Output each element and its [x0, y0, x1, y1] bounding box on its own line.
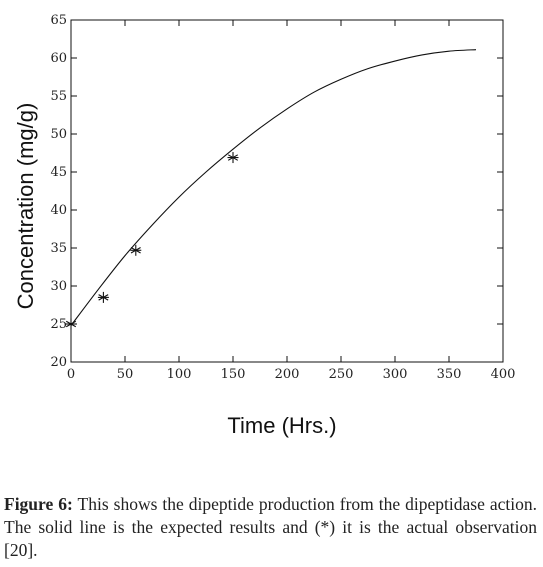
x-tick-label: 300: [383, 367, 408, 382]
observation-point: [65, 318, 77, 330]
y-tick-label: 60: [50, 51, 67, 66]
caption-text: This shows the dipeptide production from…: [4, 494, 537, 560]
y-tick-label: 65: [50, 13, 67, 28]
x-axis-ticks: 0 50 100 150 200 250 300 350 400: [67, 20, 516, 382]
x-tick-label: 200: [275, 367, 300, 382]
y-axis-ticks: 20 25 30 35 40 45 50 55 60 65: [50, 13, 503, 370]
observation-point: [227, 152, 239, 164]
x-axis-title: Time (Hrs.): [227, 413, 336, 438]
y-tick-label: 35: [50, 241, 67, 256]
observation-markers: [65, 152, 239, 330]
x-tick-label: 50: [117, 367, 134, 382]
y-tick-label: 45: [50, 165, 67, 180]
x-tick-label: 150: [221, 367, 246, 382]
model-curve: [70, 49, 477, 326]
y-tick-label: 55: [50, 89, 67, 104]
y-tick-label: 30: [50, 279, 67, 294]
observation-point: [97, 291, 109, 303]
x-tick-label: 350: [437, 367, 462, 382]
y-tick-label: 40: [50, 203, 67, 218]
y-tick-label: 50: [50, 127, 67, 142]
figure-caption: Figure 6: This shows the dipeptide produ…: [4, 493, 537, 562]
y-tick-label: 20: [50, 355, 67, 370]
x-tick-label: 250: [329, 367, 354, 382]
chart: 20 25 30 35 40 45 50 55 60 65 0 50 100 150 200 250 300 3…: [13, 13, 516, 438]
plot-frame: [70, 19, 504, 363]
observation-point: [130, 244, 142, 256]
x-tick-label: 100: [167, 367, 192, 382]
figure-label: Figure 6:: [4, 494, 73, 514]
x-tick-label: 0: [67, 367, 75, 382]
y-axis-title: Concentration (mg/g): [13, 103, 38, 310]
y-tick-label: 25: [50, 317, 67, 332]
x-tick-label: 400: [491, 367, 516, 382]
